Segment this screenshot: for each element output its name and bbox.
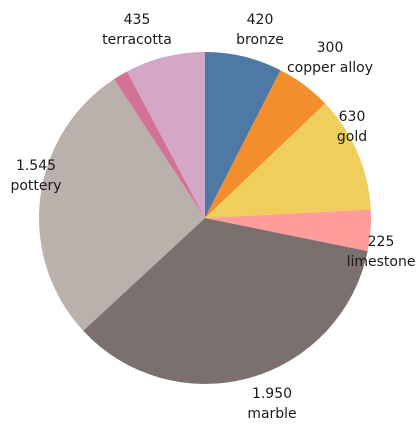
slice-label-limestone: 225 limestone [347, 234, 416, 270]
slice-label-terracotta: 435 terracotta [102, 12, 172, 48]
labels-layer: 420 bronze 300 copper alloy 630 gold 225 limest… [10, 12, 415, 422]
slice-label-gold: 630 gold [337, 109, 367, 145]
pie-slice-bronze [205, 52, 281, 218]
pie-slice-gold [205, 103, 371, 218]
pie-slice-marble [83, 218, 368, 384]
slice-category-text: terracotta [102, 32, 172, 48]
slice-value-text: 1.545 [16, 158, 56, 174]
slice-category-text: pottery [10, 178, 61, 194]
pie-slice-copper-alloy [205, 70, 326, 218]
slice-label-bronze: 420 bronze [236, 12, 284, 48]
slice-category-text: copper alloy [287, 60, 373, 76]
slices-layer [39, 51, 372, 384]
slice-category-text: marble [247, 406, 296, 422]
pie-slice-limestone [205, 209, 372, 252]
pie-slice-pottery [39, 79, 205, 331]
slice-label-copper-alloy: 300 copper alloy [287, 40, 373, 76]
slice-value-text: 300 [317, 40, 344, 56]
pie-slice-unlabeled [114, 71, 205, 218]
slice-category-text: gold [337, 129, 367, 145]
slice-category-text: bronze [236, 32, 284, 48]
pie-slice-terracotta [126, 51, 205, 218]
slice-value-text: 225 [368, 234, 395, 250]
slice-value-text: 420 [247, 12, 274, 28]
slice-value-text: 1.950 [252, 386, 292, 402]
slice-category-text: limestone [347, 254, 416, 270]
slice-label-marble: 1.950 marble [247, 386, 296, 422]
slice-value-text: 630 [339, 109, 366, 125]
slice-value-text: 435 [124, 12, 151, 28]
slice-label-pottery: 1.545 pottery [10, 158, 61, 194]
